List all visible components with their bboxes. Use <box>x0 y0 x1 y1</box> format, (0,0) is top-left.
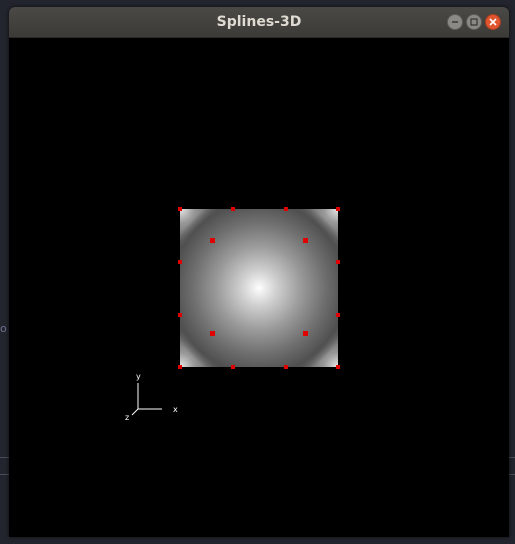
minimize-button[interactable] <box>447 14 463 30</box>
maximize-icon <box>470 18 478 26</box>
control-point[interactable] <box>336 365 340 369</box>
x-axis-label: x <box>173 405 178 414</box>
y-axis-label: y <box>136 372 141 381</box>
control-point[interactable] <box>303 331 308 336</box>
splines-3d-window: Splines-3D <box>9 7 509 537</box>
control-point[interactable] <box>231 207 235 211</box>
minimize-icon <box>452 21 458 23</box>
axes-gizmo: y x z <box>125 372 178 422</box>
close-button[interactable] <box>485 14 501 30</box>
control-point[interactable] <box>178 313 182 317</box>
control-point[interactable] <box>284 207 288 211</box>
spline-surface[interactable] <box>180 209 338 367</box>
background-edge-text: o <box>0 322 7 335</box>
close-icon <box>489 18 497 26</box>
control-point[interactable] <box>210 331 215 336</box>
window-title: Splines-3D <box>216 14 302 30</box>
control-point[interactable] <box>231 365 235 369</box>
control-point[interactable] <box>303 238 308 243</box>
control-point[interactable] <box>336 313 340 317</box>
control-point[interactable] <box>178 207 182 211</box>
control-point[interactable] <box>178 365 182 369</box>
control-point[interactable] <box>178 260 182 264</box>
title-bar[interactable]: Splines-3D <box>9 7 509 38</box>
control-point[interactable] <box>336 207 340 211</box>
gl-viewport[interactable]: y x z <box>9 38 509 537</box>
control-point[interactable] <box>336 260 340 264</box>
control-point[interactable] <box>284 365 288 369</box>
z-axis-line <box>131 408 139 416</box>
maximize-button[interactable] <box>466 14 482 30</box>
control-point[interactable] <box>210 238 215 243</box>
z-axis-label: z <box>125 413 129 422</box>
